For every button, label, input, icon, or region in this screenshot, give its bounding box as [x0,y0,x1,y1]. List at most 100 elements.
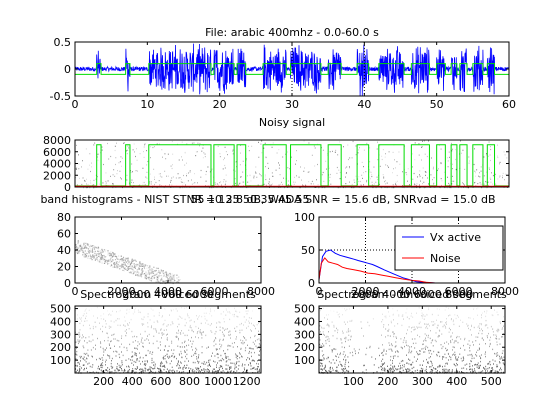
unvoiced-spectrogram-cell [432,339,434,341]
unvoiced-spectrogram-cell [375,358,376,360]
band-histograms-cell [125,258,127,260]
band-histograms-cell [103,249,105,251]
waveform-xtick-label: 20 [213,98,227,111]
unvoiced-spectrogram-cell [433,350,435,353]
noisy-spectrogram-cell [90,180,91,182]
unvoiced-spectrogram-cell [392,331,393,333]
unvoiced-spectrogram-cell [337,353,338,355]
unvoiced-spectrogram-cell [479,329,481,332]
noisy-spectrogram-cell [347,144,349,146]
voiced-spectrogram-cell [132,341,134,343]
unvoiced-spectrogram-cell [494,370,496,372]
band-histograms-cell [122,258,124,260]
noisy-spectrogram-cell [171,167,173,170]
voiced-spectrogram-cell [179,346,181,348]
band-histograms-cell [107,250,109,252]
voiced-spectrogram-cell [125,359,127,361]
noisy-spectrogram-cell [291,184,292,187]
unvoiced-spectrogram-cell [348,365,350,368]
noisy-spectrogram-cell [112,183,114,185]
unvoiced-spectrogram-cell [471,368,473,370]
voiced-spectrogram-cell [76,369,78,371]
noisy-spectrogram-cell [366,142,368,144]
voiced-spectrogram-cell [179,366,181,369]
unvoiced-spectrogram-cell [418,306,420,309]
voiced-spectrogram-cell [116,367,118,370]
unvoiced-spectrogram-cell [464,349,466,351]
noisy-spectrogram-cell [422,140,423,142]
band-histograms-cell [96,254,98,257]
unvoiced-spectrogram-cell [498,338,500,340]
voiced-spectrogram-cell [255,327,256,330]
unvoiced-spectrogram-cell [389,371,391,373]
voiced-spectrogram-cell [109,368,110,371]
noisy-spectrogram-cell [102,182,104,184]
voiced-spectrogram-cell [79,341,80,343]
unvoiced-spectrogram-cell [383,326,384,328]
unvoiced-spectrogram-cell [365,369,367,371]
voiced-spectrogram-cell [133,364,134,366]
noisy-spectrogram-cell [193,142,195,144]
unvoiced-spectrogram-cell [429,349,431,352]
noisy-spectrogram-cell [379,145,381,147]
voiced-spectrogram-cell [245,310,247,312]
band-histograms-cell [140,276,143,278]
unvoiced-spectrogram-cell [343,368,344,370]
waveform-panel: File: arabic 400mhz - 0.0-60.0 s 0 10 20 30… [50,26,516,129]
band-histograms-cell [130,261,132,263]
voiced-spectrogram-cell [234,342,235,344]
voiced-spectrogram-cell [105,359,107,361]
noisy-spectrogram-cell [223,181,224,183]
band-histograms-cell [144,277,146,279]
noisy-spectrogram-cell [146,171,148,173]
unvoiced-spectrogram-cell [397,355,399,358]
unvoiced-spectrogram-cell [362,371,364,373]
voiced-spectrogram-cell [135,361,137,363]
unvoiced-spectrogram-cell [320,365,322,367]
voiced-spectrogram-cell [139,311,141,314]
voiced-spectrogram-cell [247,369,248,371]
voiced-spectrogram-cell [190,340,191,342]
noisy-spectrogram-cell [402,171,403,173]
unvoiced-spectrogram-cell [334,348,335,350]
waveform-xtick-label: 40 [357,98,371,111]
voiced-spectrogram-cell [220,360,222,362]
voiced-spectrogram-cell [248,352,250,354]
band-histograms-cell [158,281,160,283]
noisy-spectrogram-cell [264,142,266,144]
unvoiced-spectrogram-cell [434,323,436,325]
band-histograms-cell [136,265,138,267]
band-histograms-cell [162,280,164,283]
voiced-spectrogram-cell [203,312,205,314]
unvoiced-spectrogram-cell [447,363,448,365]
waveform-xtick-label: 0 [72,98,79,111]
unvoiced-spectrogram-cell [442,368,444,371]
band-histograms-cell [141,263,143,265]
voiced-spectrogram-cell [78,334,80,336]
band-histograms-cell [127,269,129,271]
voiced-spectrogram-cell [149,352,151,354]
unvoiced-spectrogram-cell [345,340,346,343]
unvoiced-spectrogram-cell [479,343,480,345]
noisy-spectrogram-cell [475,172,476,174]
voiced-spectrogram-cell [223,311,224,313]
voiced-spectrogram-cell [133,370,134,372]
band-histograms-cell [91,251,93,253]
voiced-spectrogram-cell [225,356,227,358]
unvoiced-spectrogram-cell [436,308,438,310]
voiced-spectrogram-cell [201,352,203,354]
unvoiced-spectrogram-cell [341,346,343,348]
band-histograms-cell [135,274,137,276]
unvoiced-spectrogram-cell [412,371,413,373]
noisy-spectrogram-cell [172,176,174,178]
noisy-spectrogram-cell [430,174,432,176]
voiced-spectrogram-cell [134,354,136,356]
band-histograms-cell [112,254,115,256]
unvoiced-spectrogram-cell [426,325,427,328]
noisy-spectrogram-cell [393,187,394,189]
waveform-xlabel: Noisy signal [259,116,325,129]
band-histograms-cell [171,277,173,279]
band-histograms-cell [138,263,140,265]
voiced-spectrogram-cell [86,371,88,373]
unvoiced-spectrogram-cell [358,348,360,351]
